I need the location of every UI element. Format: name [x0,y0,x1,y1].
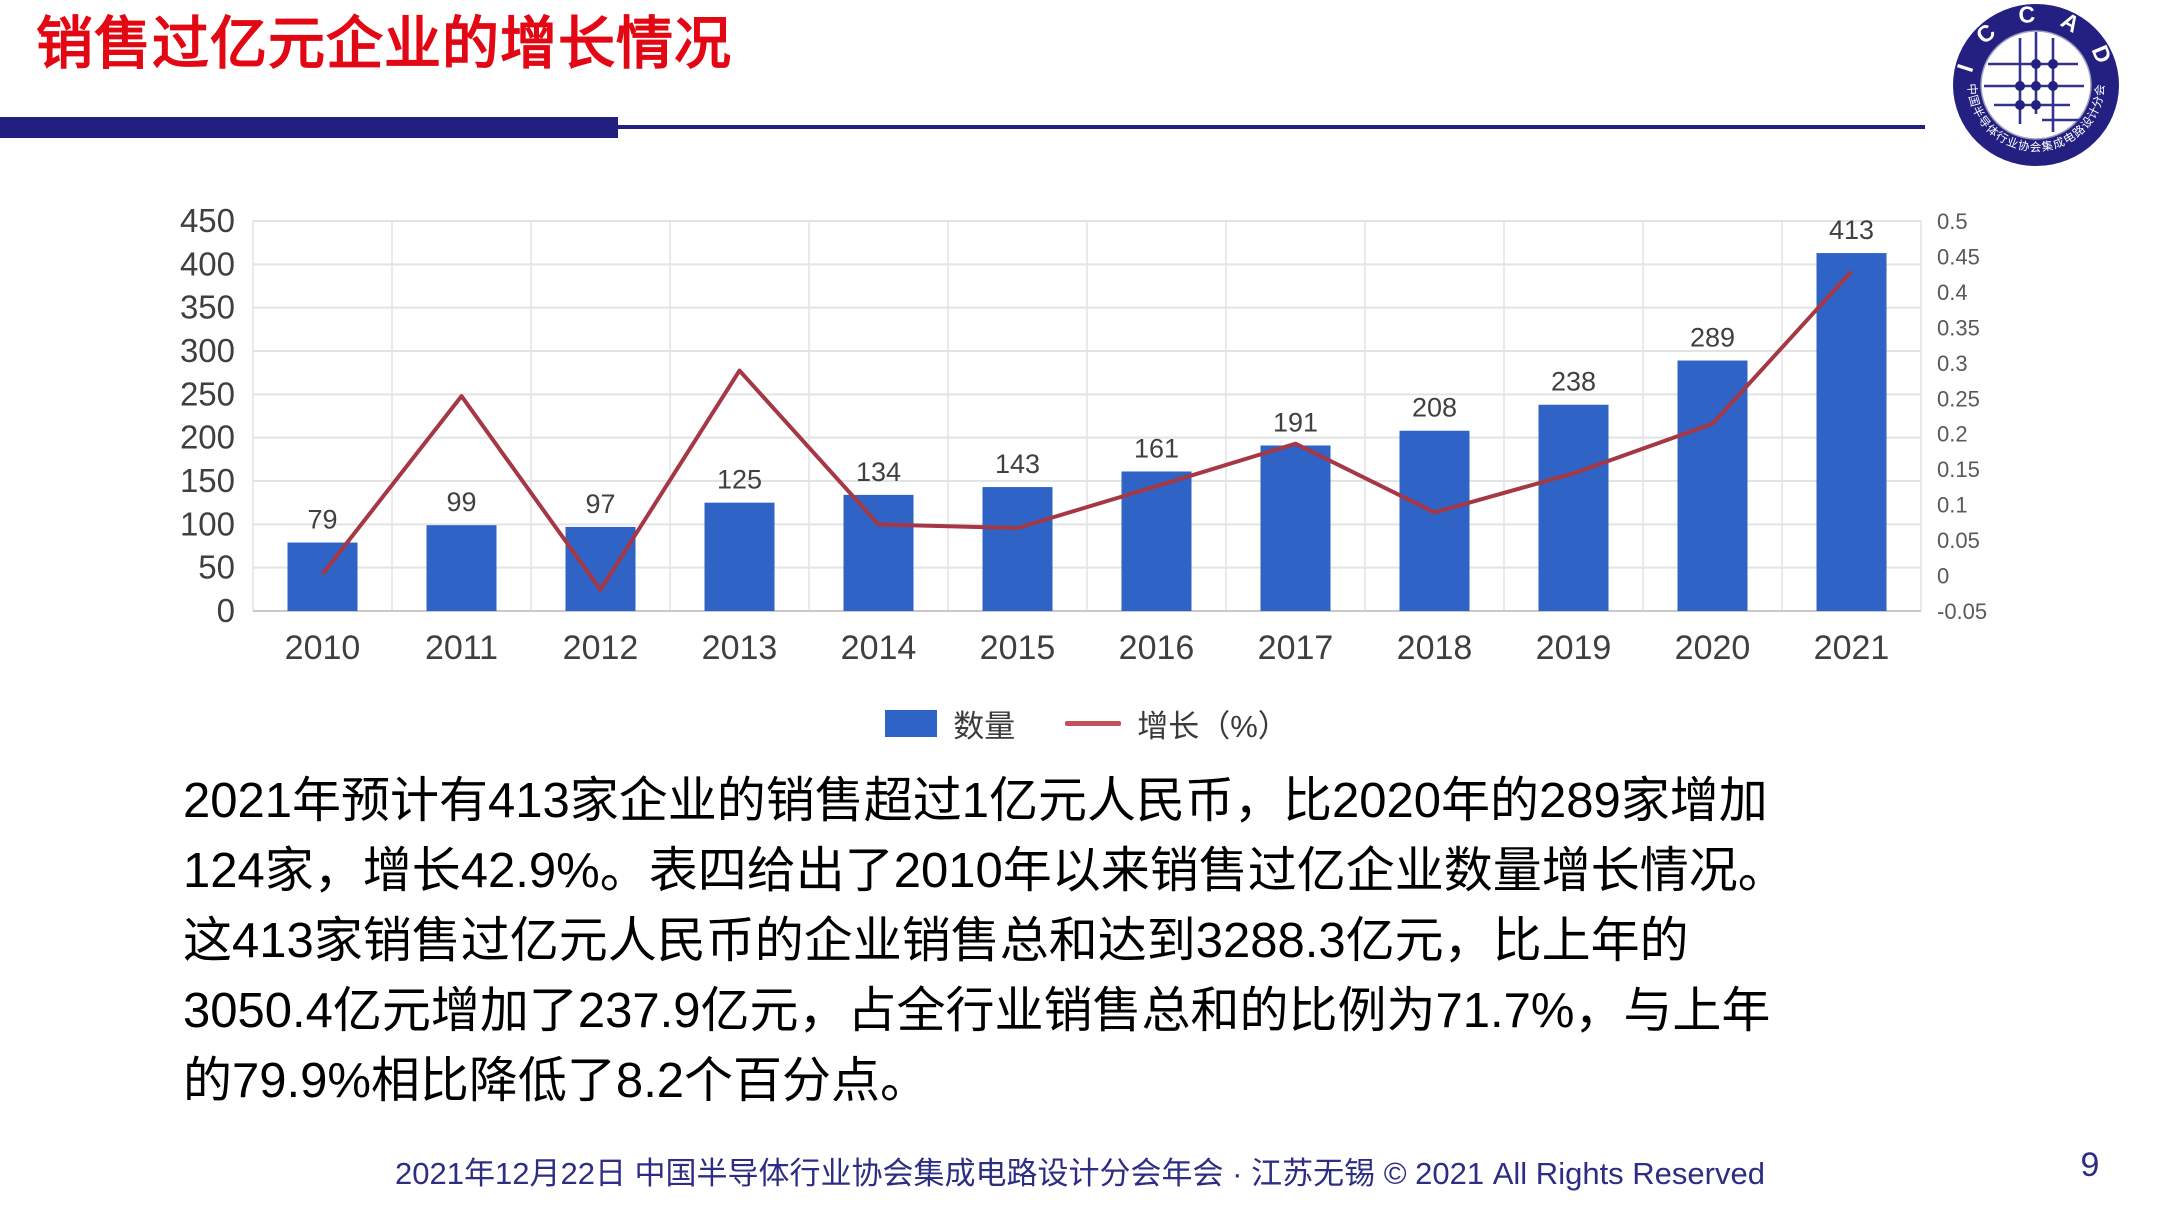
iccad-logo: I C C A D 中国半导体行业协会集成电路设计分会 [1952,2,2119,166]
x-axis-year-label: 2020 [1675,629,1751,667]
right-axis-tick: 0.2 [1937,422,1968,447]
x-axis-year-label: 2014 [841,629,917,667]
right-axis-tick: 0.25 [1937,386,1980,411]
logo-circuit-dots [2015,59,2058,110]
title-underline-bar [0,117,618,138]
bar-2018 [1399,430,1470,611]
bar-2021 [1816,253,1887,612]
body-line-1: 2021年预计有413家企业的销售超过1亿元人民币，比2020年的289家增加 [183,774,1768,828]
bar-value-label: 143 [995,449,1040,479]
bar-2011 [426,525,497,611]
legend-line-swatch [1065,720,1122,726]
bar-2012 [565,526,636,611]
left-axis-tick: 300 [180,332,235,369]
growth-line [320,269,1853,592]
x-axis-year-label: 2015 [980,629,1056,667]
x-axis-year-label: 2016 [1119,629,1195,667]
bar-value-label: 238 [1551,367,1596,397]
bar-value-label: 134 [856,457,901,487]
x-axis-year-label: 2018 [1397,629,1473,667]
x-axis-year-label: 2010 [285,629,361,667]
bar-2014 [843,494,914,611]
x-axis-year-label: 2019 [1536,629,1612,667]
legend-bar-label: 数量 [953,708,1016,744]
left-axis-tick: 0 [217,592,235,629]
legend-bar-swatch [885,709,938,737]
right-axis-tick: 0.1 [1937,493,1968,518]
bar-2019 [1538,404,1609,611]
left-axis-tick: 100 [180,505,235,542]
left-axis-tick: 150 [180,462,235,499]
right-axis-tick: 0.05 [1937,528,1980,553]
bar-value-label: 208 [1412,393,1457,423]
body-line-5: 的79.9%相比降低了8.2个百分点。 [183,1054,930,1108]
x-axis-year-label: 2021 [1814,629,1890,667]
left-axis-tick: 400 [180,245,235,282]
bar-value-label: 413 [1829,215,1874,245]
right-axis-tick: 0.4 [1937,280,1968,305]
body-line-4: 3050.4亿元增加了237.9亿元，占全行业销售总和的比例为71.7%，与上年 [183,984,1771,1038]
legend-line-label: 增长（%） [1137,708,1289,744]
bar-value-label: 191 [1273,407,1318,437]
right-axis-tick: 0.15 [1937,457,1980,482]
bar-value-label: 99 [446,487,476,517]
body-line-3: 这413家销售过亿元人民币的企业销售总和达到3288.3亿元，比上年的 [183,914,1689,968]
x-axis-year-label: 2011 [425,629,498,667]
x-axis-year-label: 2012 [563,629,639,667]
right-axis-tick: 0.45 [1937,244,1980,269]
bar-2020 [1677,360,1748,611]
slide-title: 销售过亿元企业的增长情况 [36,12,732,76]
x-axis-year-label: 2013 [702,629,778,667]
bar-2013 [704,502,775,611]
right-axis-tick: 0.35 [1937,315,1980,340]
right-axis-tick: 0.5 [1937,209,1968,234]
bar-2015 [982,487,1053,611]
page-number: 9 [2080,1146,2100,1184]
right-axis-tick: 0 [1937,564,1949,589]
title-underline-rule [618,125,1925,129]
right-axis-tick: 0.3 [1937,351,1968,376]
bar-value-label: 161 [1134,433,1179,463]
bar-value-label: 125 [717,465,762,495]
footer-credit: 2021年12月22日 中国半导体行业协会集成电路设计分会年会 · 江苏无锡 ©… [395,1156,1765,1191]
chart-legend: 数量 增长（%） [253,700,1921,746]
left-axis-tick: 450 [180,202,235,239]
left-axis-tick: 350 [180,289,235,326]
x-axis-year-label: 2017 [1258,629,1334,667]
left-axis-tick: 200 [180,419,235,456]
left-axis-tick: 250 [180,375,235,412]
bar-value-label: 289 [1690,323,1735,353]
body-line-2: 124家，增长42.9%。表四给出了2010年以来销售过亿企业数量增长情况。 [183,844,1787,898]
bar-2017 [1260,445,1331,611]
bar-value-label: 79 [307,505,337,535]
right-axis-tick: -0.05 [1937,599,1987,624]
bar-value-label: 97 [585,489,615,519]
left-axis-tick: 50 [198,549,235,586]
bar-2010 [287,542,358,611]
body-paragraph: 2021年预计有413家企业的销售超过1亿元人民币，比2020年的289家增加 1… [183,766,1993,1116]
